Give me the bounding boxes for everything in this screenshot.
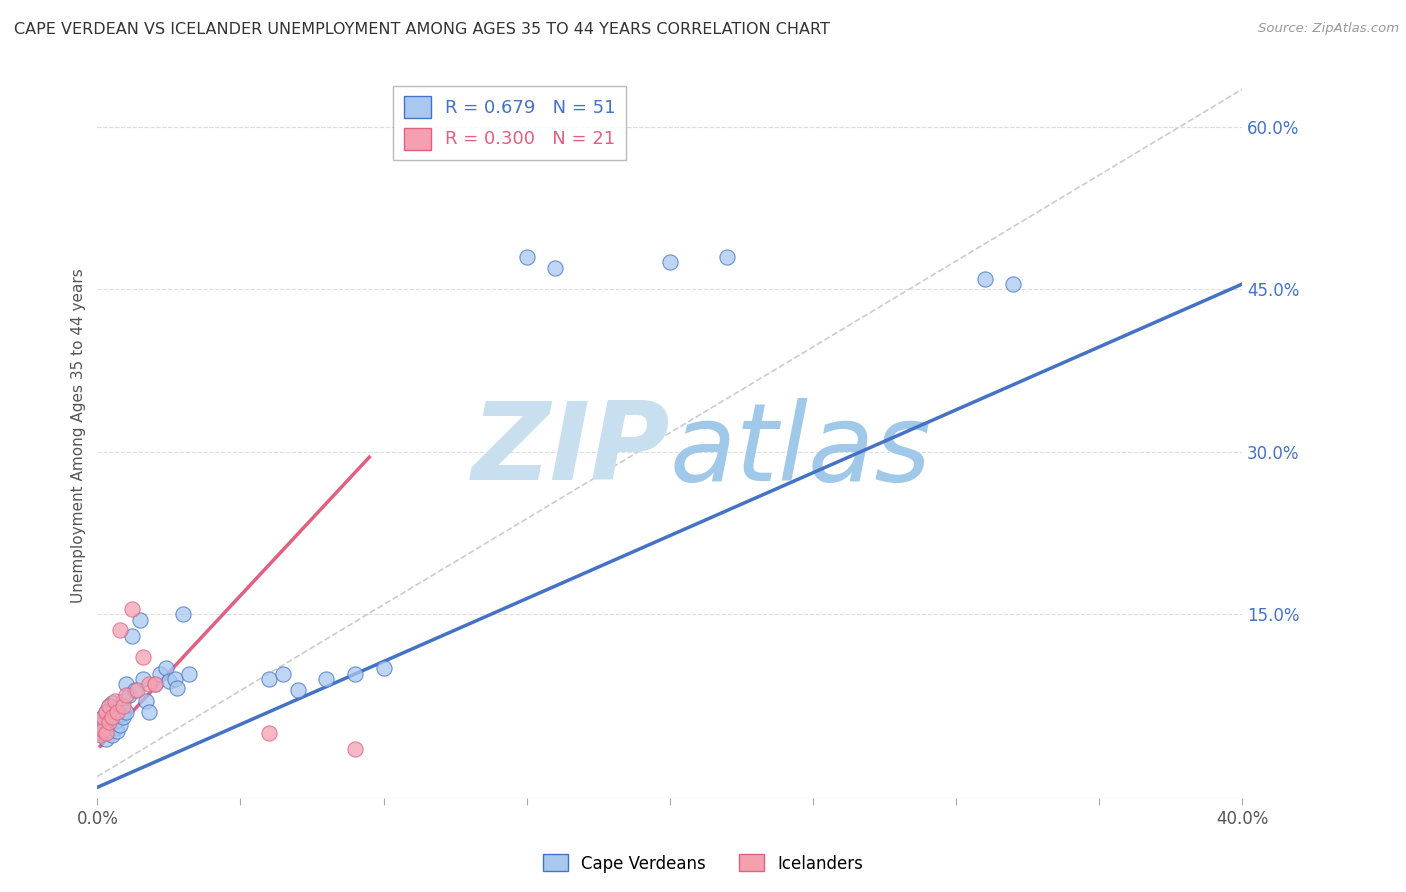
Point <box>157 674 180 689</box>
Point <box>516 250 538 264</box>
Text: atlas: atlas <box>669 398 932 502</box>
Point <box>343 742 366 756</box>
Point <box>132 650 155 665</box>
Point <box>121 601 143 615</box>
Point <box>91 723 114 737</box>
Point <box>315 672 337 686</box>
Point <box>91 710 114 724</box>
Point <box>100 717 122 731</box>
Point <box>94 731 117 746</box>
Point <box>273 666 295 681</box>
Point <box>658 255 681 269</box>
Legend: R = 0.679   N = 51, R = 0.300   N = 21: R = 0.679 N = 51, R = 0.300 N = 21 <box>392 86 626 161</box>
Point <box>257 726 280 740</box>
Point <box>94 715 117 730</box>
Point <box>97 699 120 714</box>
Point <box>138 677 160 691</box>
Text: ZIP: ZIP <box>471 397 669 503</box>
Point <box>166 681 188 695</box>
Point <box>115 677 138 691</box>
Point <box>716 250 738 264</box>
Point <box>118 689 141 703</box>
Point <box>103 710 125 724</box>
Point <box>143 677 166 691</box>
Point <box>91 721 114 735</box>
Point <box>1002 277 1025 291</box>
Point <box>89 726 111 740</box>
Point <box>100 728 122 742</box>
Point <box>103 721 125 735</box>
Point <box>112 699 135 714</box>
Point <box>97 724 120 739</box>
Point <box>89 715 111 730</box>
Y-axis label: Unemployment Among Ages 35 to 44 years: Unemployment Among Ages 35 to 44 years <box>72 268 86 603</box>
Text: CAPE VERDEAN VS ICELANDER UNEMPLOYMENT AMONG AGES 35 TO 44 YEARS CORRELATION CHA: CAPE VERDEAN VS ICELANDER UNEMPLOYMENT A… <box>14 22 830 37</box>
Point <box>115 689 138 703</box>
Point <box>129 613 152 627</box>
Point <box>257 672 280 686</box>
Point <box>103 694 125 708</box>
Point <box>94 705 117 719</box>
Point <box>143 677 166 691</box>
Point <box>177 666 200 681</box>
Point <box>124 682 146 697</box>
Point <box>89 728 111 742</box>
Point <box>110 717 132 731</box>
Point <box>94 705 117 719</box>
Point <box>97 715 120 730</box>
Point <box>287 682 309 697</box>
Point <box>97 706 120 721</box>
Point <box>973 271 995 285</box>
Point <box>105 713 128 727</box>
Point <box>105 702 128 716</box>
Point <box>97 699 120 714</box>
Point <box>110 624 132 638</box>
Point <box>155 661 177 675</box>
Point <box>172 607 194 621</box>
Legend: Cape Verdeans, Icelanders: Cape Verdeans, Icelanders <box>536 847 870 880</box>
Text: Source: ZipAtlas.com: Source: ZipAtlas.com <box>1258 22 1399 36</box>
Point <box>100 696 122 710</box>
Point <box>115 705 138 719</box>
Point <box>110 706 132 721</box>
Point <box>163 672 186 686</box>
Point <box>127 682 149 697</box>
Point <box>105 705 128 719</box>
Point <box>132 672 155 686</box>
Point <box>89 717 111 731</box>
Point <box>149 666 172 681</box>
Point <box>544 260 567 275</box>
Point <box>343 666 366 681</box>
Point <box>105 724 128 739</box>
Point <box>121 629 143 643</box>
Point <box>100 710 122 724</box>
Point <box>138 705 160 719</box>
Point <box>91 710 114 724</box>
Point <box>94 726 117 740</box>
Point <box>112 710 135 724</box>
Point <box>112 694 135 708</box>
Point <box>373 661 395 675</box>
Point <box>135 694 157 708</box>
